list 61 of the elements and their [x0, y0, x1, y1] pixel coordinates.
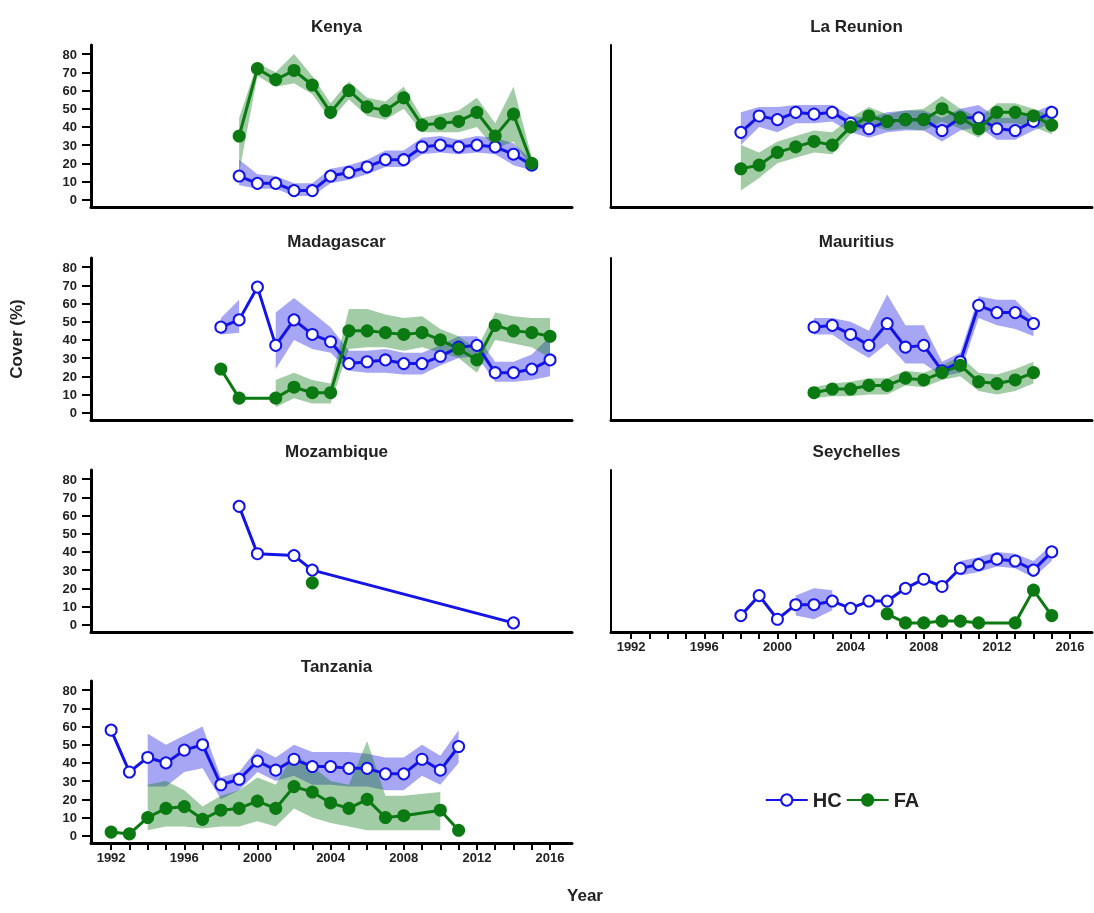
y-tick-label: 40	[62, 332, 77, 348]
y-tick-label: 60	[62, 719, 77, 735]
chart-title: Mozambique	[285, 442, 388, 461]
y-tick-label: 60	[62, 508, 77, 524]
chart-title: Madagascar	[287, 232, 387, 251]
y-tick-label: 60	[62, 296, 77, 312]
y-tick-label: 50	[62, 737, 77, 753]
y-tick-label: 70	[62, 700, 77, 716]
y-tick-label: 10	[62, 599, 77, 615]
y-tick-label: 40	[62, 119, 77, 135]
x-tick-label: 2016	[535, 850, 565, 865]
y-tick-label: 40	[62, 544, 77, 560]
y-tick-label: 50	[62, 526, 77, 542]
y-tick-label: 70	[62, 277, 77, 293]
x-tick-label: 1996	[689, 639, 719, 654]
y-tick-label: 0	[69, 405, 77, 421]
y-tick-label: 0	[69, 617, 77, 633]
y-tick-label: 20	[62, 580, 77, 596]
x-tick-label: 2012	[462, 850, 492, 865]
chart-title: Kenya	[310, 17, 363, 36]
y-tick-label: 30	[62, 350, 77, 366]
y-tick-label: 10	[62, 174, 77, 190]
x-tick-label: 1992	[616, 639, 646, 654]
legend-label: HC	[812, 789, 842, 811]
x-tick-label: 2016	[1055, 639, 1085, 654]
x-tick-label: 1996	[169, 850, 199, 865]
x-tick-label: 2012	[982, 639, 1012, 654]
y-tick-label: 10	[62, 387, 77, 403]
y-tick-label: 40	[62, 755, 77, 771]
x-tick-label: 2008	[389, 850, 419, 865]
x-tick-label: 2008	[909, 639, 939, 654]
chart-title: Tanzania	[300, 657, 373, 676]
x-tick-label: 2000	[762, 639, 792, 654]
chart-title: Mauritius	[818, 232, 895, 251]
y-tick-label: 50	[62, 101, 77, 117]
y-tick-label: 70	[62, 64, 77, 80]
legend-label: FA	[893, 789, 920, 811]
y-axis-title: Cover (%)	[7, 299, 26, 379]
y-tick-label: 30	[62, 562, 77, 578]
y-tick-label: 20	[62, 368, 77, 384]
y-tick-label: 0	[69, 828, 77, 844]
y-tick-label: 70	[62, 489, 77, 505]
chart-title: Seychelles	[812, 442, 901, 461]
x-tick-label: 2004	[316, 850, 346, 865]
y-tick-label: 10	[62, 810, 77, 826]
y-tick-label: 80	[62, 471, 77, 487]
x-tick-label: 2000	[242, 850, 272, 865]
y-tick-label: 30	[62, 137, 77, 153]
y-tick-label: 50	[62, 314, 77, 330]
chart-title: La Reunion	[810, 17, 903, 36]
y-tick-label: 60	[62, 83, 77, 99]
x-tick-label: 2004	[836, 639, 866, 654]
y-tick-label: 0	[69, 192, 77, 208]
y-tick-label: 80	[62, 259, 77, 275]
x-tick-label: 1992	[96, 850, 126, 865]
x-axis-title: Year	[567, 886, 604, 905]
y-tick-label: 80	[62, 682, 77, 698]
y-tick-label: 20	[62, 791, 77, 807]
y-tick-label: 80	[62, 46, 77, 62]
y-tick-label: 20	[62, 155, 77, 171]
y-tick-label: 30	[62, 773, 77, 789]
